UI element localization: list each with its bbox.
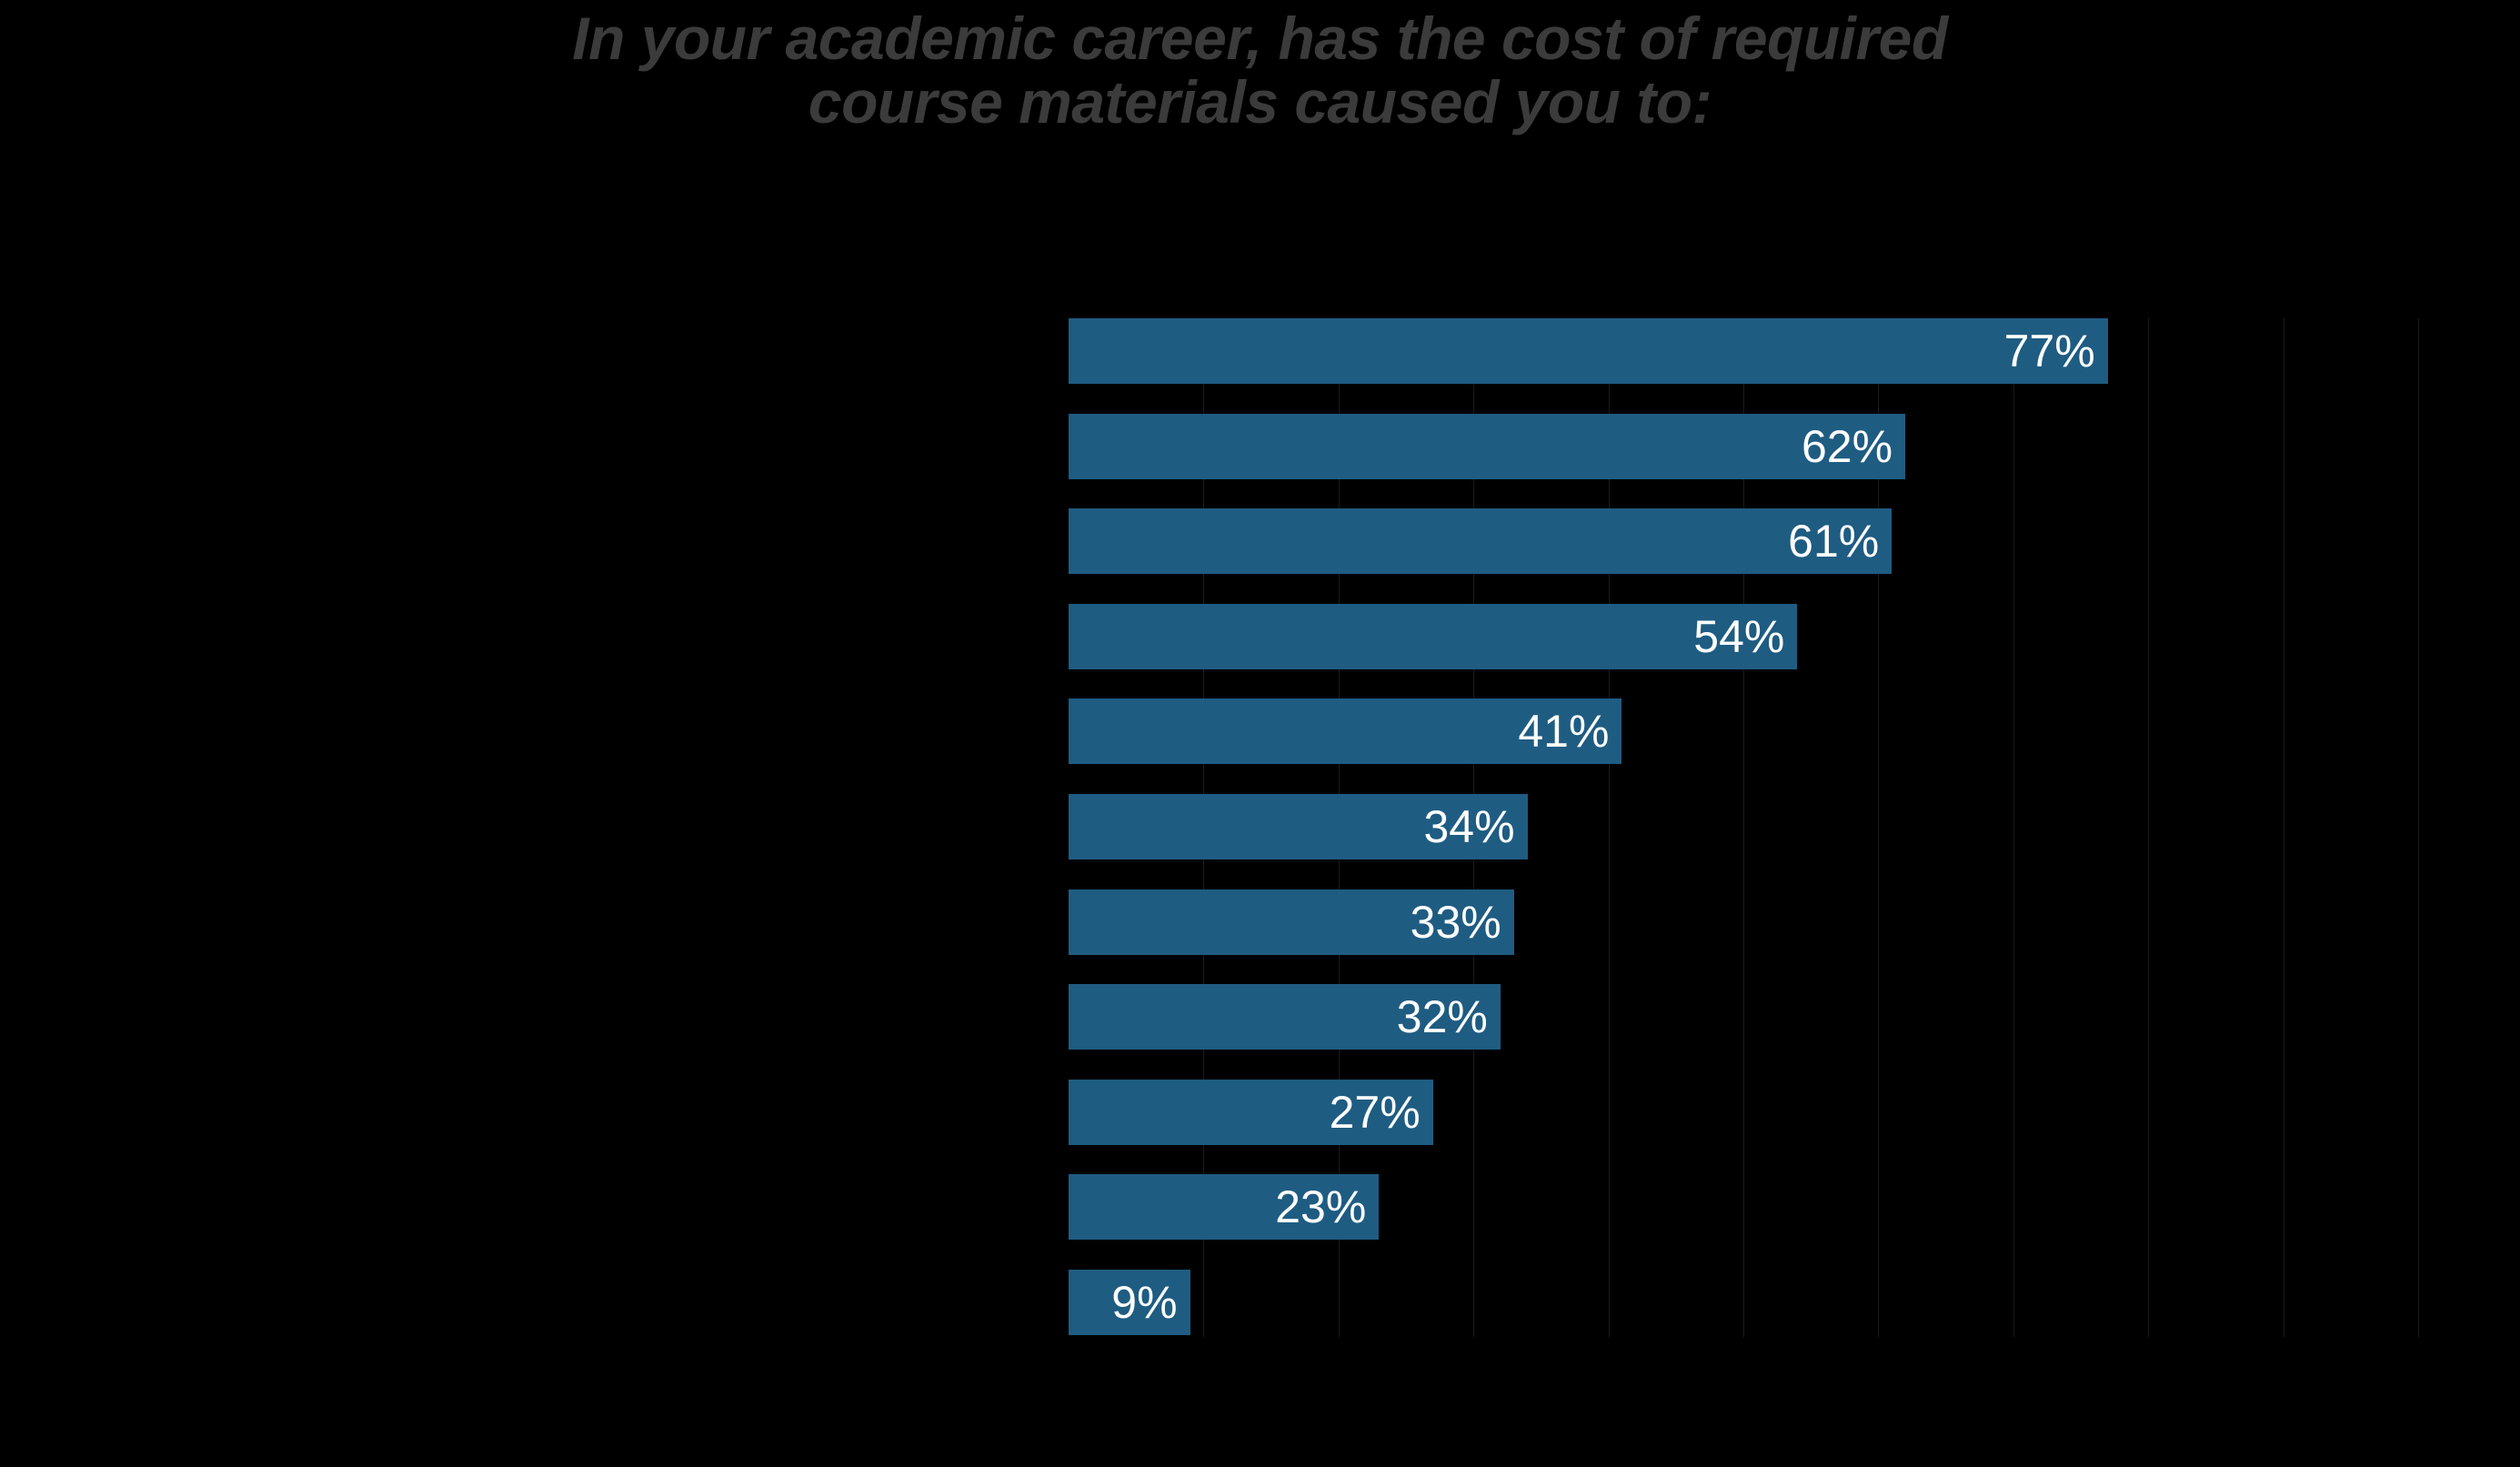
bar-row[interactable]: 34% [1069, 794, 1528, 859]
bar-value-label: 61% [1788, 516, 1880, 568]
bar[interactable] [1069, 508, 1893, 575]
bar-value-label: 23% [1275, 1181, 1367, 1233]
bar-value-label: 34% [1423, 801, 1515, 852]
bar[interactable] [1069, 318, 2108, 384]
bar-row[interactable]: 27% [1069, 1079, 1433, 1145]
bar[interactable] [1069, 794, 1528, 859]
bar[interactable] [1069, 889, 1514, 955]
bar[interactable] [1069, 1174, 1380, 1241]
bar-series: 77% 62% 61% 54% 41% 34% 33% 32% 27% 23% 9% [1069, 318, 2520, 1337]
bar-value-label: 62% [1802, 420, 1893, 472]
bar-row[interactable]: 77% [1069, 318, 2108, 384]
bar-row[interactable]: 23% [1069, 1174, 1380, 1241]
plot-area: 77% 62% 61% 54% 41% 34% 33% 32% 27% 23% 9% [1069, 318, 2520, 1337]
bar-row[interactable]: 62% [1069, 413, 1906, 479]
bar-row[interactable]: 54% [1069, 603, 1798, 669]
bar-value-label: 27% [1329, 1086, 1421, 1138]
bar-row[interactable]: 33% [1069, 889, 1514, 955]
bar[interactable] [1069, 1079, 1433, 1145]
bar[interactable] [1069, 603, 1798, 669]
bar-row[interactable]: 9% [1069, 1270, 1190, 1335]
bar-value-label: 41% [1518, 706, 1610, 758]
bar-value-label: 77% [2003, 326, 2095, 377]
bar[interactable] [1069, 984, 1501, 1050]
bar[interactable] [1069, 1270, 1190, 1335]
bar-row[interactable]: 41% [1069, 698, 1622, 765]
bar[interactable] [1069, 698, 1622, 765]
bar-value-label: 9% [1111, 1277, 1178, 1328]
bar-value-label: 33% [1410, 896, 1501, 948]
bar-value-label: 32% [1396, 991, 1488, 1043]
bar-row[interactable]: 32% [1069, 984, 1501, 1050]
bar-row[interactable]: 61% [1069, 508, 1893, 575]
chart-title: In your academic career, has the cost of… [572, 5, 1948, 136]
bar[interactable] [1069, 413, 1906, 479]
bar-value-label: 54% [1693, 610, 1785, 662]
